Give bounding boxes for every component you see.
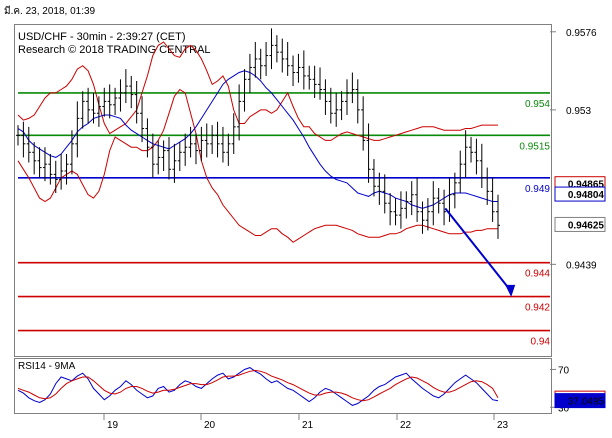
projection-arrow: [444, 207, 510, 290]
price-panel: [14, 24, 552, 357]
bollinger-lower: [17, 88, 498, 243]
level-label: 0.942: [525, 303, 550, 314]
level-label: 0.954: [525, 99, 550, 110]
x-tick-label: 23: [497, 420, 509, 431]
price-badge-label: 0.94865: [568, 180, 605, 191]
x-tick-label: 20: [204, 420, 216, 431]
y-tick-label: 0.953: [566, 106, 591, 117]
level-label: 0.9515: [519, 141, 550, 152]
timestamp: มี.ค. 23, 2018, 01:39: [4, 6, 96, 17]
top-bar: มี.ค. 23, 2018, 01:39: [0, 0, 612, 24]
x-tick-label: 21: [302, 420, 314, 431]
rsi-badge: [554, 393, 606, 409]
level-label: 0.94: [531, 337, 551, 348]
x-tick-label: 19: [107, 420, 119, 431]
level-label: 0.944: [525, 269, 550, 280]
price-badge: [554, 186, 606, 202]
projection-arrow-head: [505, 284, 516, 297]
rsi-title: RSI14 - 9MA: [18, 361, 76, 372]
moving-average: [17, 70, 498, 209]
rsi-badge-label: 37.0495: [568, 397, 605, 408]
price-badge-label: 0.94804: [568, 190, 605, 201]
price-badge: [554, 216, 606, 232]
y-tick-label: 0.9576: [566, 28, 597, 39]
y-tick-label: 0.9439: [566, 260, 597, 271]
research-credit: Research © 2018 TRADING CENTRAL: [18, 44, 211, 56]
bollinger-upper: [17, 41, 498, 141]
x-tick-label: 22: [400, 420, 412, 431]
rsi-line: [17, 367, 499, 406]
rsi-y-tick-label: 70: [558, 365, 570, 376]
level-label: 0.949: [525, 184, 550, 195]
rsi-line: [17, 369, 499, 402]
chart-title: USD/CHF - 30min - 2:39:27 (CET): [18, 31, 185, 43]
rsi-y-tick-label: 30: [558, 403, 570, 414]
price-badge-label: 0.94625: [568, 220, 605, 231]
